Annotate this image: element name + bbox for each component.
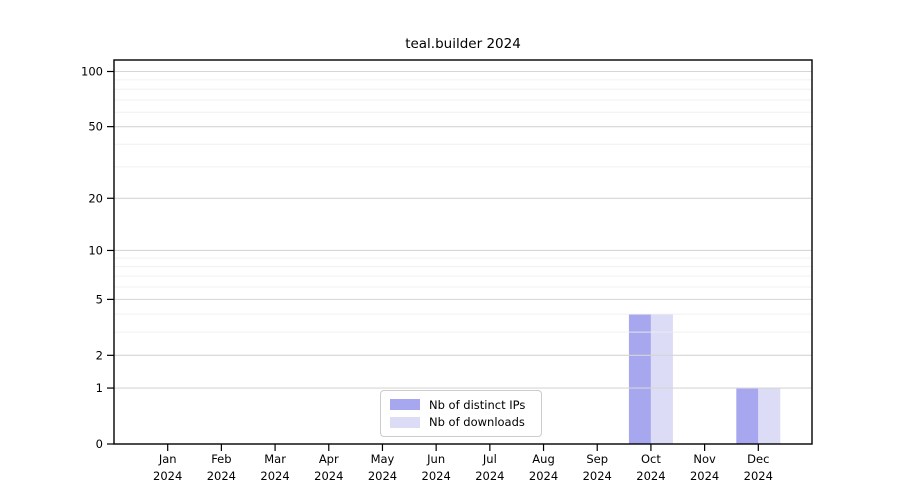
x-tick-label-month: Mar <box>264 452 286 466</box>
legend-item-downloads: Nb of downloads <box>390 415 532 429</box>
x-tick-label-month: Feb <box>211 452 231 466</box>
legend-item-distinct-ips: Nb of distinct IPs <box>390 398 532 412</box>
x-tick-label-month: Apr <box>319 452 339 466</box>
x-tick-label-month: Jan <box>158 452 177 466</box>
x-tick-label-month: Dec <box>747 452 769 466</box>
y-tick-label: 2 <box>96 348 103 362</box>
legend: Nb of distinct IPs Nb of downloads <box>380 390 542 437</box>
x-tick-label-month: Sep <box>586 452 608 466</box>
x-tick-label-year: 2024 <box>260 469 289 483</box>
y-tick-label: 10 <box>88 243 103 257</box>
x-tick-label-year: 2024 <box>314 469 343 483</box>
x-tick-label-year: 2024 <box>636 469 665 483</box>
x-tick-label-month: Jun <box>426 452 445 466</box>
x-tick-label-year: 2024 <box>529 469 558 483</box>
x-tick-label-year: 2024 <box>475 469 504 483</box>
legend-label-distinct-ips: Nb of distinct IPs <box>429 397 526 412</box>
x-tick-label-year: 2024 <box>368 469 397 483</box>
x-tick-label-month: May <box>371 452 395 466</box>
y-tick-label: 1 <box>96 381 103 395</box>
x-tick-label-year: 2024 <box>422 469 451 483</box>
y-tick-label: 100 <box>81 65 103 79</box>
bar-distinct-ips-oct <box>628 314 651 444</box>
bar-downloads-oct <box>650 314 673 444</box>
legend-label-downloads: Nb of downloads <box>429 415 525 430</box>
legend-swatch-distinct-ips <box>390 399 420 411</box>
plot-border <box>113 59 813 445</box>
x-tick-label-year: 2024 <box>744 469 773 483</box>
chart-title: teal.builder 2024 <box>405 36 521 52</box>
y-tick-label: 20 <box>88 191 103 205</box>
bar-downloads-dec <box>758 388 781 444</box>
x-tick-label-month: Oct <box>641 452 661 466</box>
x-tick-label-year: 2024 <box>583 469 612 483</box>
x-tick-label-year: 2024 <box>690 469 719 483</box>
x-tick-label-month: Jul <box>482 452 497 466</box>
x-tick-label-year: 2024 <box>207 469 236 483</box>
x-tick-label-year: 2024 <box>153 469 182 483</box>
x-tick-label-month: Aug <box>532 452 554 466</box>
bar-distinct-ips-dec <box>736 388 759 444</box>
y-tick-label: 5 <box>96 292 103 306</box>
y-tick-label: 50 <box>88 120 103 134</box>
y-tick-label: 0 <box>96 437 103 451</box>
legend-swatch-downloads <box>390 416 420 428</box>
x-tick-label-month: Nov <box>693 452 716 466</box>
